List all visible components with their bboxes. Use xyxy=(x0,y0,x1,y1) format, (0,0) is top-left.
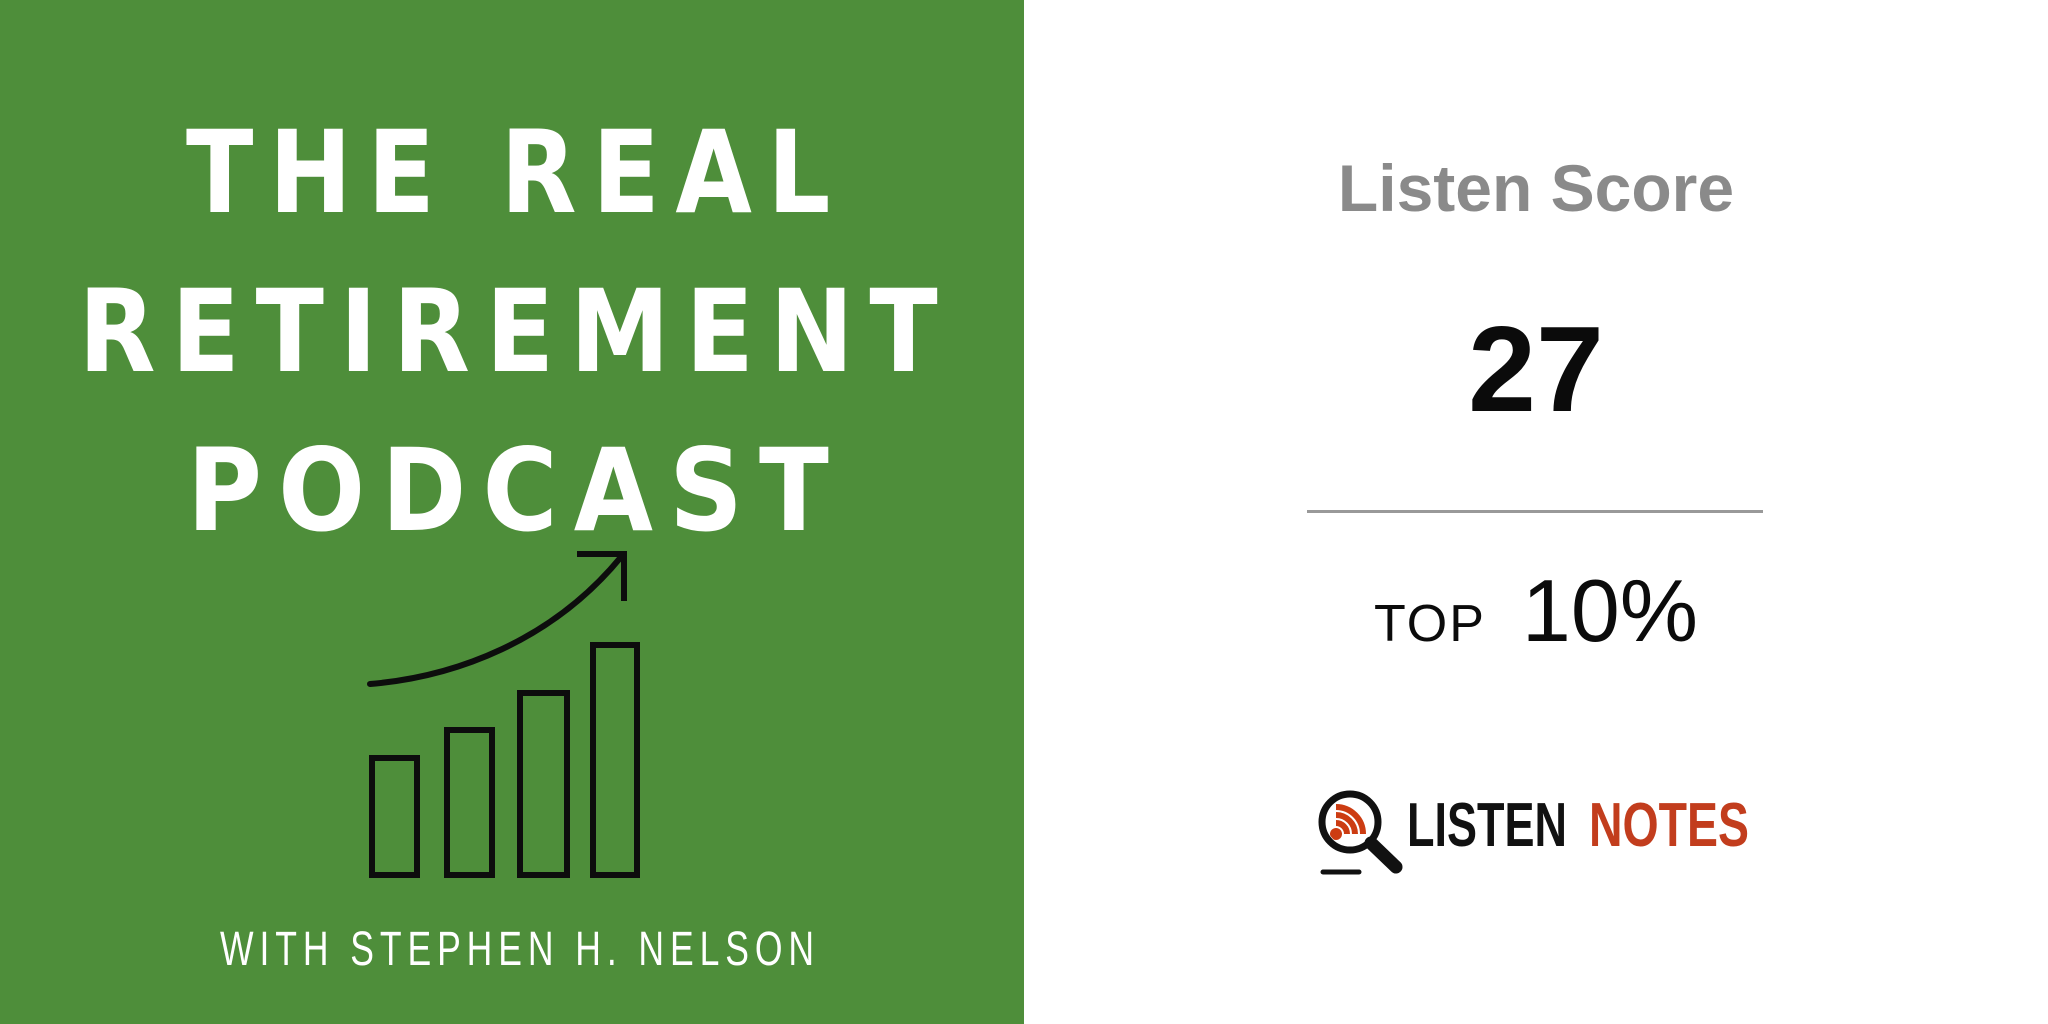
arrow-curve xyxy=(367,554,624,687)
arrow-head xyxy=(577,551,627,601)
cover-title-line2: RETIREMENT xyxy=(79,265,954,398)
cover-art-canvas: THE REAL RETIREMENT PODCAST WITH STEPHEN… xyxy=(79,106,954,976)
listen-notes-logo-link[interactable]: LISTEN NOTES xyxy=(1300,760,1760,880)
listen-score-value: 27 xyxy=(1468,301,1604,437)
listen-score-panel: Listen Score 27 TOP 10% xyxy=(1024,0,2048,1024)
cover-title-line3: PODCAST xyxy=(187,424,845,557)
rank-top-label: TOP xyxy=(1373,595,1486,653)
podcast-cover-art: THE REAL RETIREMENT PODCAST WITH STEPHEN… xyxy=(0,0,1024,1024)
rss-waves xyxy=(1330,804,1366,840)
listen-score-label: Listen Score xyxy=(1337,151,1735,225)
brand-word-listen: LISTEN xyxy=(1407,791,1567,860)
rank-row: TOP 10% xyxy=(1024,567,2048,655)
rank-percent-value: 10% xyxy=(1521,561,1699,660)
cover-title-line1: THE REAL xyxy=(186,106,846,239)
listen-notes-logo: LISTEN NOTES xyxy=(1318,790,1749,875)
cover-byline: WITH STEPHEN H. NELSON xyxy=(220,923,820,976)
divider-line xyxy=(1307,510,1763,513)
growth-bar-chart-icon xyxy=(367,551,640,878)
magnifier-rss-icon xyxy=(1318,790,1403,875)
brand-word-notes: NOTES xyxy=(1589,791,1749,860)
